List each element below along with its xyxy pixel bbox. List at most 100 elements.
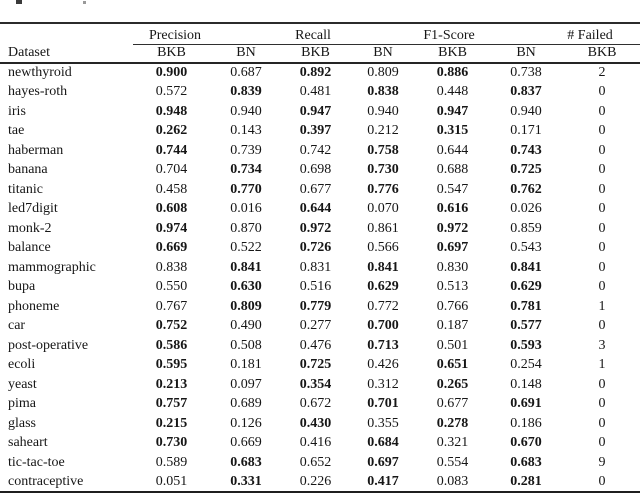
table-row: phoneme 0.767 0.809 0.779 0.772 0.766 0.781 1 <box>0 297 640 317</box>
dataset-cell: bupa <box>8 279 36 295</box>
value-cell: 0.725 <box>299 357 332 373</box>
table-row: titanic 0.458 0.770 0.677 0.776 0.547 0.762 0 <box>0 180 640 200</box>
table-row: saheart 0.730 0.669 0.416 0.684 0.321 0.670 0 <box>0 434 640 454</box>
value-cell: 0.776 <box>367 181 399 197</box>
value-cell: 0.589 <box>155 454 188 470</box>
value-cell: 0.809 <box>367 65 399 81</box>
value-cell: 0.683 <box>230 454 262 470</box>
sub-header-f1-bkb: BKB <box>417 44 489 64</box>
value-cell: 0.277 <box>299 318 332 334</box>
value-cell: 0 <box>598 162 606 178</box>
dataset-cell: car <box>8 318 26 334</box>
value-cell: 0.697 <box>436 240 469 256</box>
value-cell: 0.689 <box>230 396 262 412</box>
table-row: car 0.752 0.490 0.277 0.700 0.187 0.577 0 <box>0 317 640 337</box>
value-cell: 0.684 <box>367 435 399 451</box>
dataset-column-header: Dataset <box>0 44 133 64</box>
value-cell: 0.859 <box>510 220 542 236</box>
value-cell: 0.522 <box>230 240 262 256</box>
value-cell: 0.691 <box>510 396 542 412</box>
value-cell: 0.397 <box>299 123 332 139</box>
table-row: ecoli 0.595 0.181 0.725 0.426 0.651 0.254 1 <box>0 356 640 376</box>
value-cell: 0.762 <box>510 181 542 197</box>
dataset-cell: pima <box>8 396 36 412</box>
value-cell: 0.672 <box>299 396 332 412</box>
value-cell: 0 <box>598 259 606 275</box>
value-cell: 0.744 <box>155 142 188 158</box>
dataset-cell: titanic <box>8 181 43 197</box>
value-cell: 0.838 <box>367 84 399 100</box>
table-header: Precision Recall F1-Score # Failed Datas… <box>0 23 640 64</box>
value-cell: 0.051 <box>155 473 188 489</box>
value-cell: 0.742 <box>299 142 332 158</box>
value-cell: 0 <box>598 201 606 217</box>
value-cell: 0 <box>598 103 606 119</box>
value-cell: 0.701 <box>367 396 399 412</box>
sub-header-precision-bkb: BKB <box>133 44 210 64</box>
value-cell: 0.448 <box>436 84 469 100</box>
value-cell: 0.186 <box>510 415 542 431</box>
sub-header-recall-bn: BN <box>349 44 418 64</box>
dataset-cell: monk-2 <box>8 220 52 236</box>
value-cell: 0.355 <box>367 415 399 431</box>
value-cell: 0.726 <box>299 240 332 256</box>
value-cell: 0.948 <box>155 103 188 119</box>
dataset-cell: ecoli <box>8 357 36 373</box>
value-cell: 0.837 <box>510 84 542 100</box>
value-cell: 0.644 <box>436 142 469 158</box>
value-cell: 0.743 <box>510 142 542 158</box>
value-cell: 0.321 <box>436 435 469 451</box>
dataset-cell: glass <box>8 415 36 431</box>
table-row: monk-2 0.974 0.870 0.972 0.861 0.972 0.859 0 <box>0 219 640 239</box>
value-cell: 0.616 <box>436 201 469 217</box>
value-cell: 0.669 <box>230 435 262 451</box>
value-cell: 0.870 <box>230 220 262 236</box>
dataset-cell: tic-tac-toe <box>8 454 65 470</box>
value-cell: 0.070 <box>367 201 399 217</box>
value-cell: 0.670 <box>510 435 542 451</box>
value-cell: 0.226 <box>299 473 332 489</box>
group-header-recall: Recall <box>282 23 418 45</box>
dataset-cell: haberman <box>8 142 64 158</box>
value-cell: 0.126 <box>230 415 262 431</box>
value-cell: 0.481 <box>299 84 332 100</box>
value-cell: 0.757 <box>155 396 188 412</box>
value-cell: 0.781 <box>510 298 542 314</box>
value-cell: 1 <box>598 298 606 314</box>
table-body: newthyroid 0.900 0.687 0.892 0.809 0.886 0.738… <box>0 63 640 492</box>
value-cell: 0.940 <box>510 103 542 119</box>
value-cell: 0.730 <box>367 162 399 178</box>
value-cell: 0 <box>598 142 606 158</box>
sub-header-row: Dataset BKB BN BKB BN BKB BN BKB <box>0 44 640 64</box>
value-cell: 0.315 <box>436 123 469 139</box>
group-header-precision: Precision <box>133 23 283 45</box>
value-cell: 0.677 <box>299 181 332 197</box>
value-cell: 0.700 <box>367 318 399 334</box>
value-cell: 0 <box>598 240 606 256</box>
table-row: haberman 0.744 0.739 0.742 0.758 0.644 0.743 0 <box>0 141 640 161</box>
value-cell: 0.608 <box>155 201 188 217</box>
value-cell: 0 <box>598 220 606 236</box>
empty-corner-cell <box>0 23 133 44</box>
value-cell: 2 <box>598 65 606 81</box>
value-cell: 0.972 <box>299 220 332 236</box>
dataset-cell: led7digit <box>8 201 58 217</box>
table-row: tae 0.262 0.143 0.397 0.212 0.315 0.171 0 <box>0 122 640 142</box>
dataset-cell: hayes-roth <box>8 84 68 100</box>
value-cell: 0.725 <box>510 162 542 178</box>
value-cell: 0.838 <box>155 259 188 275</box>
value-cell: 0 <box>598 318 606 334</box>
table-row: post-operative 0.586 0.508 0.476 0.713 0.501 0… <box>0 336 640 356</box>
value-cell: 0.417 <box>367 473 399 489</box>
cropped-text-fragment <box>16 0 22 4</box>
table-row: banana 0.704 0.734 0.698 0.730 0.688 0.725 0 <box>0 161 640 181</box>
value-cell: 0 <box>598 376 606 392</box>
value-cell: 0 <box>598 279 606 295</box>
value-cell: 0.767 <box>155 298 188 314</box>
value-cell: 0.839 <box>230 84 262 100</box>
group-header-f1-score: F1-Score <box>417 23 565 45</box>
value-cell: 0 <box>598 396 606 412</box>
value-cell: 0.772 <box>367 298 399 314</box>
value-cell: 0.171 <box>510 123 542 139</box>
value-cell: 0.593 <box>510 337 542 353</box>
